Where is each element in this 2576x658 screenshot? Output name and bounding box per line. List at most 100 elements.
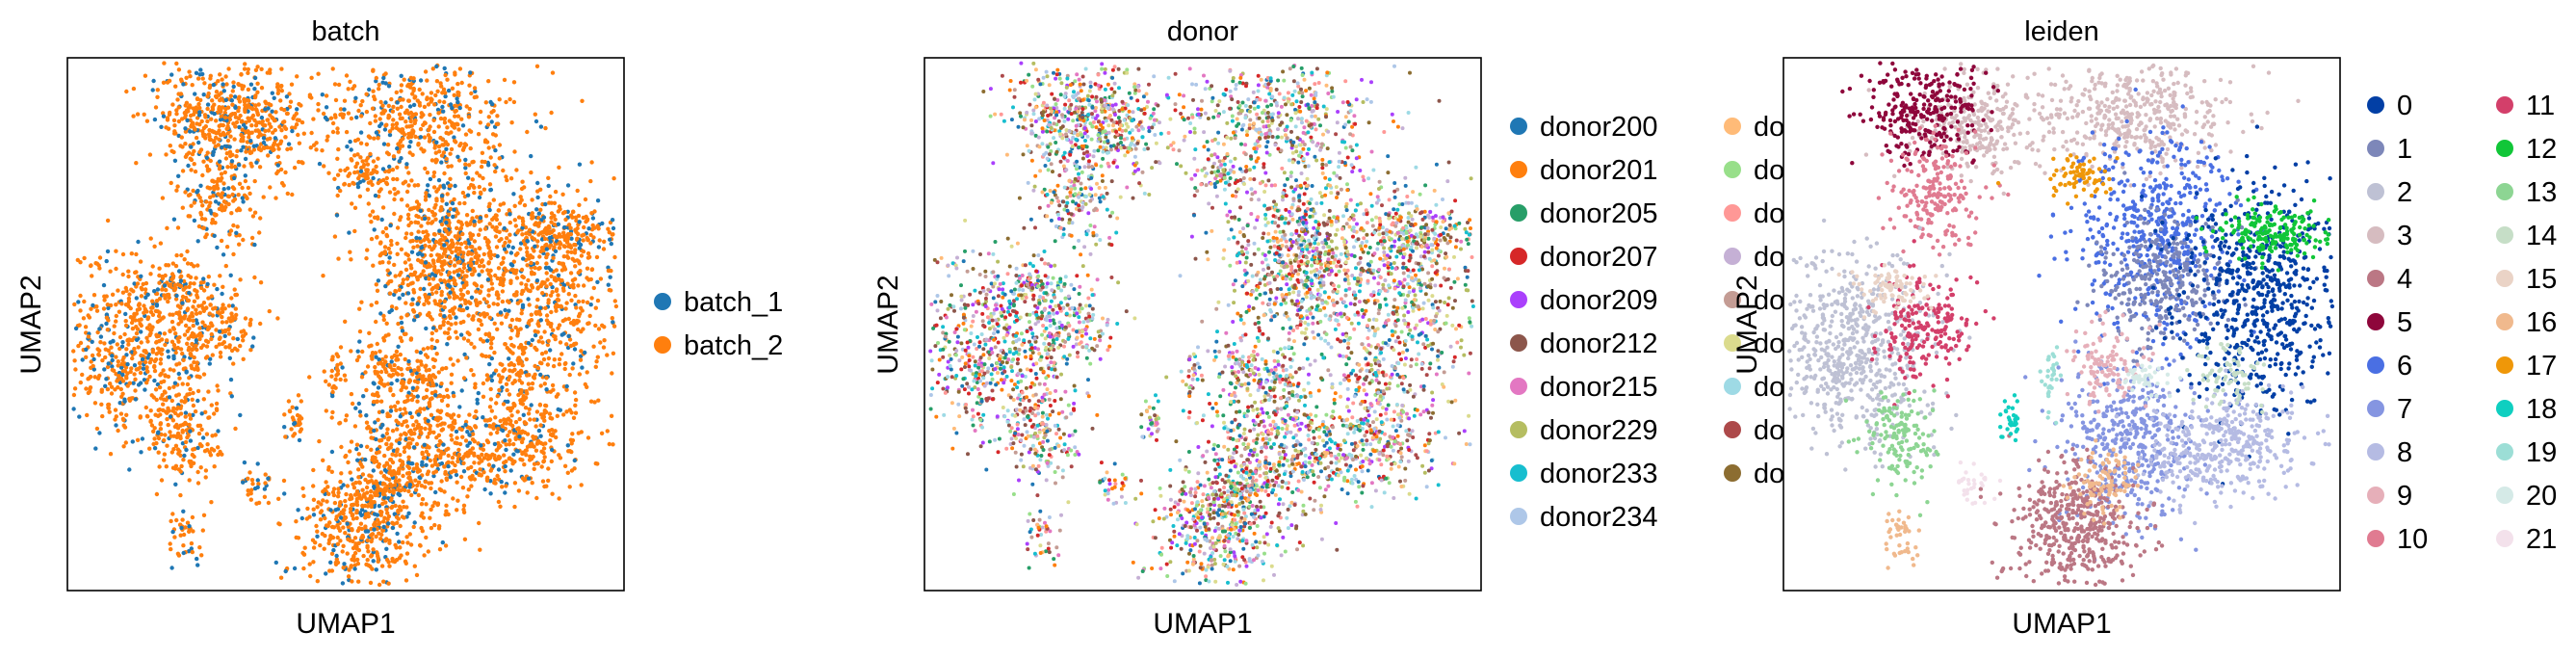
data-point (408, 140, 413, 145)
data-point (453, 183, 457, 189)
data-point (458, 242, 464, 247)
data-point (172, 381, 178, 385)
data-point (220, 77, 224, 82)
data-point (134, 161, 139, 166)
data-point (349, 349, 353, 354)
data-point (360, 503, 365, 509)
data-point (373, 118, 378, 123)
data-point (577, 246, 582, 250)
data-point (181, 458, 186, 462)
data-point (450, 86, 455, 92)
data-point (524, 246, 530, 250)
data-point (175, 447, 181, 452)
data-point (240, 196, 245, 200)
data-point (374, 319, 378, 325)
data-point (212, 102, 217, 107)
data-point (296, 508, 300, 513)
data-point (302, 545, 307, 550)
data-point (536, 224, 541, 228)
data-point (83, 325, 89, 329)
data-point (538, 305, 543, 310)
data-point (232, 175, 237, 181)
data-point (334, 516, 339, 522)
data-point (569, 250, 574, 254)
data-point (89, 359, 93, 364)
data-point (607, 287, 611, 293)
data-point (401, 181, 405, 186)
data-point (569, 298, 574, 303)
data-point (456, 219, 461, 224)
data-point (400, 329, 405, 333)
data-point (193, 92, 197, 96)
data-point (238, 113, 243, 118)
data-point (344, 491, 349, 497)
data-point (356, 492, 362, 497)
data-point (86, 334, 91, 339)
data-point (570, 256, 575, 261)
data-point (493, 415, 498, 420)
data-point (436, 442, 441, 448)
data-point (589, 296, 594, 301)
data-point (492, 350, 497, 355)
data-point (534, 304, 539, 309)
data-point (575, 188, 580, 194)
data-point (449, 415, 455, 420)
data-point (330, 129, 336, 135)
data-point (521, 256, 526, 261)
data-point (380, 205, 386, 210)
data-point (472, 268, 477, 274)
data-point (411, 102, 417, 108)
data-point (457, 200, 462, 206)
data-point (195, 96, 200, 102)
data-point (413, 487, 419, 492)
data-point (392, 197, 397, 202)
data-point (552, 213, 557, 219)
data-point (496, 266, 502, 271)
data-point (566, 333, 571, 339)
data-point (351, 502, 356, 507)
data-point (354, 488, 360, 494)
data-point (399, 89, 403, 93)
data-point (115, 379, 119, 383)
data-point (457, 105, 462, 111)
data-point (231, 198, 236, 203)
data-point (612, 299, 617, 303)
data-point (496, 208, 501, 213)
data-point (425, 434, 430, 439)
data-point (114, 414, 119, 419)
data-point (412, 427, 418, 432)
data-point (188, 113, 194, 118)
data-point (559, 261, 564, 266)
data-point (438, 409, 443, 415)
data-point (596, 245, 602, 250)
data-point (163, 342, 168, 348)
data-point (335, 535, 340, 540)
data-point (607, 441, 611, 447)
data-point (232, 111, 238, 117)
data-point (403, 445, 407, 450)
data-point (143, 295, 148, 300)
data-point (142, 303, 146, 308)
data-point (501, 168, 506, 173)
data-point (100, 357, 105, 363)
data-point (219, 96, 223, 101)
data-point (366, 201, 371, 206)
data-point (120, 372, 125, 378)
data-point (241, 145, 246, 149)
data-point (224, 320, 229, 325)
data-point (576, 299, 582, 304)
data-point (243, 156, 248, 162)
data-point (213, 144, 218, 149)
data-point (348, 507, 353, 512)
data-point (520, 458, 525, 462)
data-point (490, 452, 495, 457)
data-point (186, 336, 191, 341)
data-point (229, 211, 234, 216)
data-point (527, 232, 533, 237)
data-point (443, 91, 448, 95)
data-point (211, 190, 216, 195)
data-point (162, 452, 168, 457)
data-point (268, 70, 273, 75)
data-point (283, 568, 288, 574)
data-point (401, 97, 405, 102)
